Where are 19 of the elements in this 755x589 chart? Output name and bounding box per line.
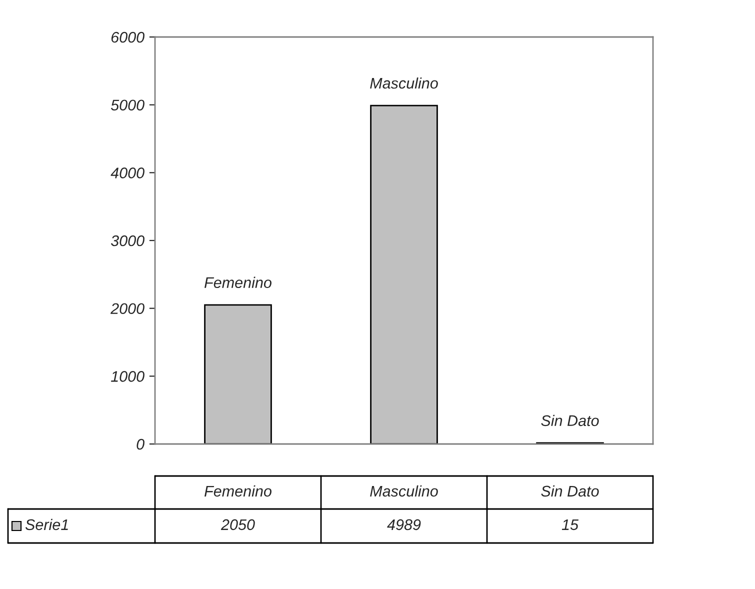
x-tick-label: Masculino [370, 485, 438, 497]
x-tick-label: Sin Dato [541, 485, 599, 497]
bar [204, 304, 272, 444]
data-label: 4989 [387, 519, 421, 530]
annotation: Femenino [204, 276, 272, 288]
y-tick-label: 6000 [111, 32, 144, 43]
annotation: Masculino [370, 77, 438, 89]
y-tick-label: 5000 [110, 100, 144, 111]
y-tick-label: 2000 [110, 303, 144, 314]
bar [370, 104, 438, 444]
y-tick-label: 1000 [110, 371, 144, 382]
y-tick-label: 0 [136, 438, 144, 450]
y-tick-label: 3000 [110, 235, 144, 246]
data-label: 2050 [220, 519, 255, 530]
x-tick-label: Femenino [204, 485, 272, 497]
legend-label: Serie1 [25, 518, 68, 530]
data-label: 15 [562, 519, 579, 530]
annotation: Sin Dato [541, 414, 599, 426]
y-tick-label: 4000 [110, 168, 144, 178]
